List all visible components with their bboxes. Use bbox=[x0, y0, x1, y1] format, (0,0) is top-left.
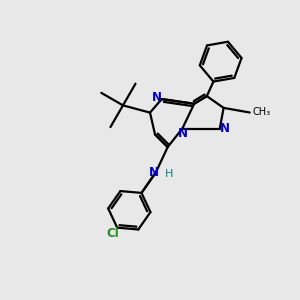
Text: N: N bbox=[152, 91, 161, 104]
Text: N: N bbox=[177, 127, 188, 140]
Text: N: N bbox=[220, 122, 230, 135]
Text: Cl: Cl bbox=[106, 227, 119, 240]
Text: H: H bbox=[165, 169, 173, 179]
Text: CH₃: CH₃ bbox=[252, 107, 270, 118]
Text: N: N bbox=[149, 166, 159, 179]
